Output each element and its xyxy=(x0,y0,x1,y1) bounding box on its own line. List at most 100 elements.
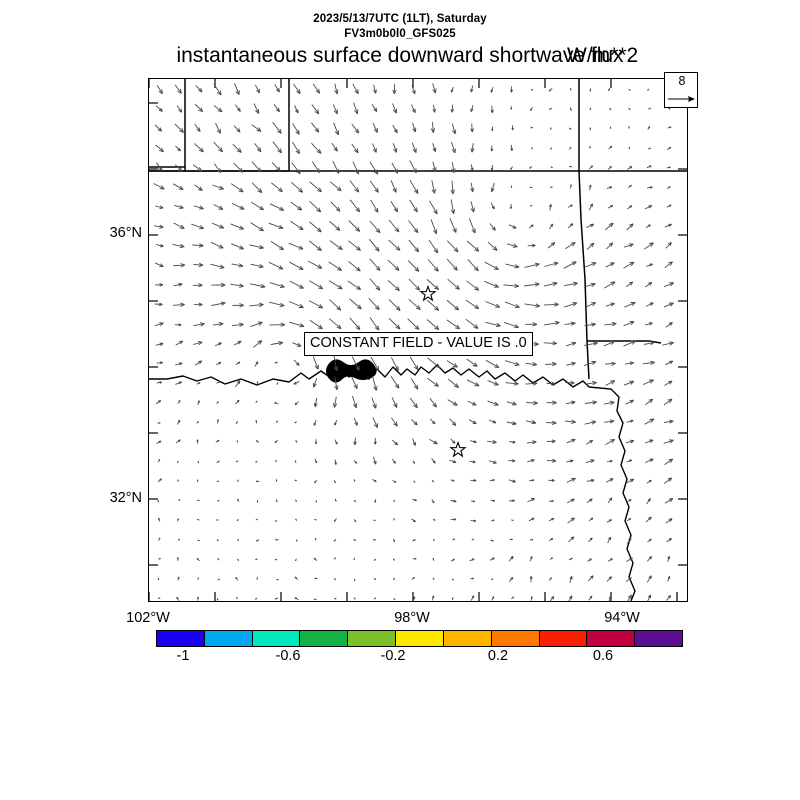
colorbar[interactable] xyxy=(156,630,683,647)
colorbar-segment-8[interactable] xyxy=(539,631,588,646)
wind-vector-arrow xyxy=(489,460,497,464)
wind-vector-arrow xyxy=(274,520,278,522)
wind-vector-arrow xyxy=(348,240,361,251)
colorbar-segment-10[interactable] xyxy=(635,631,682,646)
wind-vector-arrow xyxy=(294,597,299,601)
wind-vector-arrow xyxy=(407,318,420,330)
wind-vector-arrow xyxy=(411,518,416,523)
wind-vector-arrow xyxy=(466,280,480,291)
wind-vector-arrow xyxy=(604,361,616,366)
wind-vector-arrow xyxy=(370,199,379,213)
lon-tick-label-2: 94°W xyxy=(604,610,640,626)
colorbar-segment-0[interactable] xyxy=(157,631,205,646)
wind-vector-arrow xyxy=(490,578,494,581)
wind-vector-arrow xyxy=(546,458,557,463)
wind-vector-arrow xyxy=(566,361,576,366)
wind-vector-arrow xyxy=(625,439,635,444)
wind-vector-arrow xyxy=(288,301,304,308)
wind-vector-arrow xyxy=(215,439,220,443)
wind-vector-arrow xyxy=(647,186,653,189)
wind-vector-arrow xyxy=(253,103,260,114)
wind-vector-arrow xyxy=(373,519,376,522)
wind-vector-arrow xyxy=(647,147,651,150)
wind-vector-arrow xyxy=(271,162,281,172)
wind-vector-arrow xyxy=(527,458,535,463)
colorbar-segment-6[interactable] xyxy=(443,631,492,646)
wind-vector-arrow xyxy=(623,261,635,269)
wind-vector-arrow xyxy=(309,200,322,213)
wind-vector-arrow xyxy=(154,262,164,268)
wind-vector-arrow xyxy=(509,538,513,541)
wind-vector-arrow xyxy=(623,243,634,248)
wind-vector-arrow xyxy=(608,145,613,150)
wind-vector-arrow xyxy=(410,378,419,390)
wind-vector-arrow xyxy=(644,418,655,425)
wind-vector-arrow xyxy=(156,381,163,384)
wind-vector-arrow xyxy=(255,400,258,404)
wind-vector-arrow xyxy=(528,517,535,522)
wind-vector-arrow xyxy=(270,240,284,251)
wind-vector-arrow xyxy=(349,199,361,213)
wind-vector-arrow xyxy=(176,105,183,113)
wind-vector-arrow xyxy=(212,321,224,327)
wind-vector-arrow xyxy=(527,243,536,248)
wind-vector-arrow xyxy=(269,203,285,211)
colorbar-segment-3[interactable] xyxy=(300,631,349,646)
wind-vector-arrow xyxy=(549,127,552,130)
colorbar-label-0: -1 xyxy=(176,648,190,664)
wind-vector-arrow xyxy=(487,400,499,406)
wind-vector-arrow xyxy=(584,420,597,425)
wind-vector-arrow xyxy=(353,102,359,115)
wind-vector-arrow xyxy=(428,239,439,254)
wind-vector-arrow xyxy=(293,380,300,385)
wind-vector-arrow xyxy=(526,440,537,445)
wind-vector-arrow xyxy=(431,595,435,601)
wind-vector-arrow xyxy=(568,595,573,601)
wind-vector-arrow xyxy=(176,596,180,601)
wind-vector-arrow xyxy=(586,498,593,504)
wind-vector-arrow xyxy=(506,421,517,426)
colorbar-segment-7[interactable] xyxy=(491,631,540,646)
colorbar-segment-1[interactable] xyxy=(204,631,253,646)
wind-vector-arrow xyxy=(413,596,416,601)
wind-vector-arrow xyxy=(194,103,204,113)
colorbar-segment-2[interactable] xyxy=(252,631,301,646)
wind-vector-arrow xyxy=(255,420,258,424)
station-marker-south[interactable] xyxy=(449,440,467,458)
wind-vector-arrow xyxy=(604,419,615,424)
wind-vector-arrow xyxy=(371,397,377,409)
wind-vector-arrow xyxy=(251,124,262,132)
map-plot-area[interactable]: CONSTANT FIELD - VALUE IS .0 xyxy=(148,78,688,602)
wind-vector-arrow xyxy=(467,400,477,406)
wind-vector-arrow xyxy=(234,83,240,96)
wind-vector-arrow xyxy=(644,439,654,444)
colorbar-segment-9[interactable] xyxy=(587,631,636,646)
wind-vector-arrow xyxy=(603,340,615,347)
wind-vector-arrow xyxy=(353,417,358,426)
wind-vector-arrow xyxy=(432,161,437,172)
wind-vector-arrow xyxy=(392,103,397,114)
wind-vector-arrow xyxy=(294,421,297,424)
wind-vector-arrow xyxy=(156,361,163,365)
wind-vector-arrow xyxy=(588,203,593,211)
wind-vector-arrow xyxy=(490,165,494,171)
wind-vector-arrow xyxy=(583,282,596,288)
colorbar-segment-5[interactable] xyxy=(396,631,444,646)
wind-vector-arrow xyxy=(546,381,556,386)
reference-vector-legend: 8 xyxy=(664,72,698,108)
wind-vector-arrow xyxy=(256,577,259,580)
wind-vector-arrow xyxy=(276,578,279,581)
wind-vector-arrow xyxy=(291,181,304,193)
wind-vector-arrow xyxy=(312,161,320,174)
station-marker-north[interactable] xyxy=(419,284,437,302)
wind-vector-arrow xyxy=(605,302,615,307)
wind-vector-arrow xyxy=(334,498,337,502)
colorbar-segment-4[interactable] xyxy=(348,631,397,646)
wind-vector-arrow xyxy=(588,165,594,170)
wind-vector-arrow xyxy=(668,107,671,110)
wind-vector-arrow xyxy=(564,321,576,326)
wind-vector-arrow xyxy=(409,397,418,409)
wind-vector-arrow xyxy=(292,141,300,155)
wind-vector-arrow xyxy=(470,577,474,580)
wind-vector-arrow xyxy=(663,477,673,484)
